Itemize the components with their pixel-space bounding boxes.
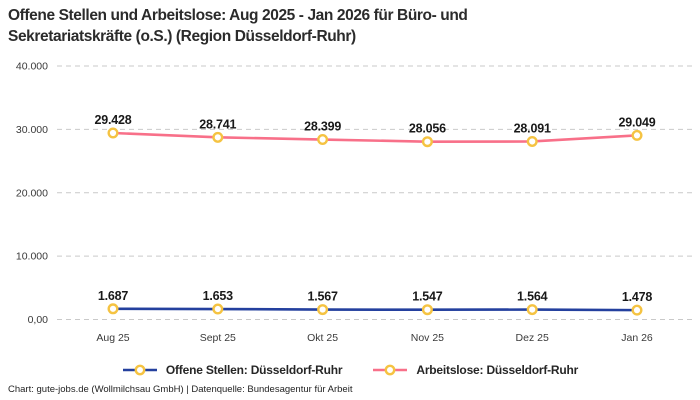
legend-item[interactable]: Offene Stellen: Düsseldorf-Ruhr xyxy=(122,363,343,377)
data-point-marker[interactable] xyxy=(107,303,119,315)
data-point-marker[interactable] xyxy=(421,304,433,316)
legend: Offene Stellen: Düsseldorf-Ruhr Arbeitslo… xyxy=(0,363,700,377)
data-point-marker[interactable] xyxy=(631,304,643,316)
chart-title-line1: Offene Stellen und Arbeitslose: Aug 2025… xyxy=(8,7,468,24)
x-axis-tick-label: Sept 25 xyxy=(200,332,236,344)
y-axis-tick-label: 40.000 xyxy=(16,61,48,73)
y-axis-tick-label: 20.000 xyxy=(16,187,48,199)
data-point-marker[interactable] xyxy=(317,304,329,316)
data-point-label: 1.547 xyxy=(412,290,443,304)
chart-title-line2: Sekretariatskräfte (o.S.) (Region Düssel… xyxy=(8,28,356,45)
data-point-label: 1.567 xyxy=(307,290,338,304)
data-point-label: 29.049 xyxy=(618,115,655,129)
x-axis-tick-label: Okt 25 xyxy=(307,332,338,344)
x-axis-tick-label: Aug 25 xyxy=(96,332,129,344)
data-point-label: 28.741 xyxy=(199,117,236,131)
chart-title: Offene Stellen und Arbeitslose: Aug 2025… xyxy=(8,5,468,47)
x-axis-tick-label: Dez 25 xyxy=(516,332,549,344)
data-point-label: 1.564 xyxy=(517,290,548,304)
y-axis-tick-label: 0,00 xyxy=(28,314,49,326)
x-axis-tick-label: Jan 26 xyxy=(621,332,653,344)
y-axis-tick-label: 10.000 xyxy=(16,251,48,263)
data-point-label: 1.478 xyxy=(622,290,653,304)
legend-label: Offene Stellen: Düsseldorf-Ruhr xyxy=(165,363,343,377)
data-point-marker[interactable] xyxy=(107,127,119,139)
data-point-marker[interactable] xyxy=(526,135,538,147)
legend-line-marker-icon xyxy=(373,364,408,376)
data-point-marker[interactable] xyxy=(421,136,433,148)
legend-line-marker-icon xyxy=(122,364,157,376)
data-point-marker[interactable] xyxy=(212,131,224,143)
data-point-marker[interactable] xyxy=(212,303,224,315)
data-point-label: 28.399 xyxy=(304,120,341,134)
series-line xyxy=(111,307,639,312)
legend-item[interactable]: Arbeitslose: Düsseldorf-Ruhr xyxy=(372,363,578,377)
series-line xyxy=(111,131,639,143)
data-point-label: 1.687 xyxy=(98,289,129,303)
x-axis-tick-label: Nov 25 xyxy=(411,332,444,344)
data-point-label: 28.091 xyxy=(514,121,551,135)
data-point-label: 28.056 xyxy=(409,122,446,136)
data-point-marker[interactable] xyxy=(526,304,538,316)
data-point-label: 1.653 xyxy=(203,289,234,303)
data-point-label: 29.428 xyxy=(94,113,131,127)
data-point-marker[interactable] xyxy=(631,129,643,141)
chart-svg: 0,00 10.000 20.000 30.000 40.000 Aug 25 Sept 2… xyxy=(16,61,692,344)
y-axis-tick-label: 30.000 xyxy=(16,124,48,136)
data-point-marker[interactable] xyxy=(317,134,329,146)
legend-label: Arbeitslose: Düsseldorf-Ruhr xyxy=(416,363,579,377)
footer-credit: Chart: gute-jobs.de (Wollmilchsau GmbH) … xyxy=(8,384,353,395)
